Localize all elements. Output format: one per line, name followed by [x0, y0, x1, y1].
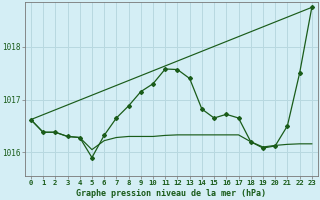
X-axis label: Graphe pression niveau de la mer (hPa): Graphe pression niveau de la mer (hPa)	[76, 189, 266, 198]
